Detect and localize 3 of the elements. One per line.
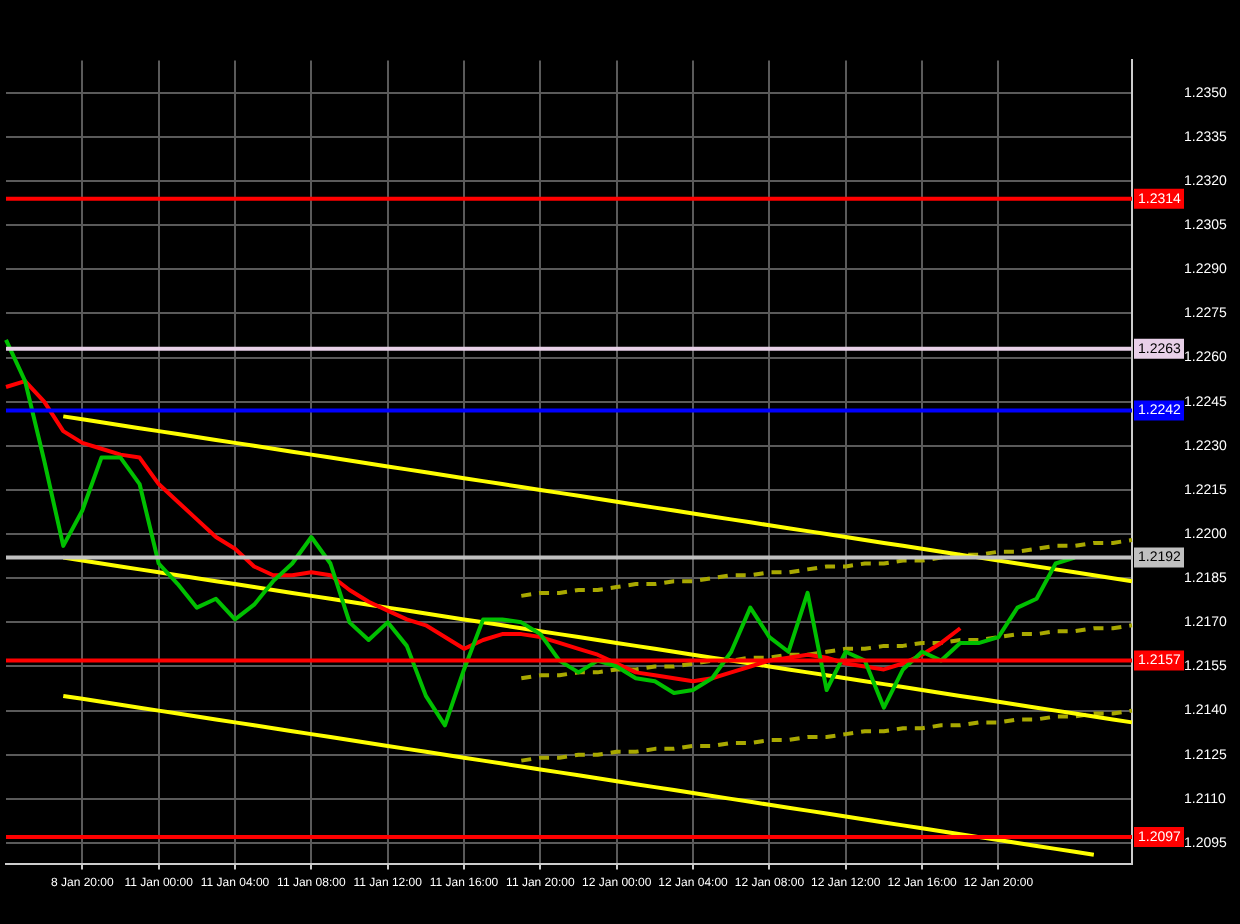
line-series — [519, 708, 1134, 763]
line-series — [519, 623, 1134, 681]
line-series — [519, 537, 1134, 598]
